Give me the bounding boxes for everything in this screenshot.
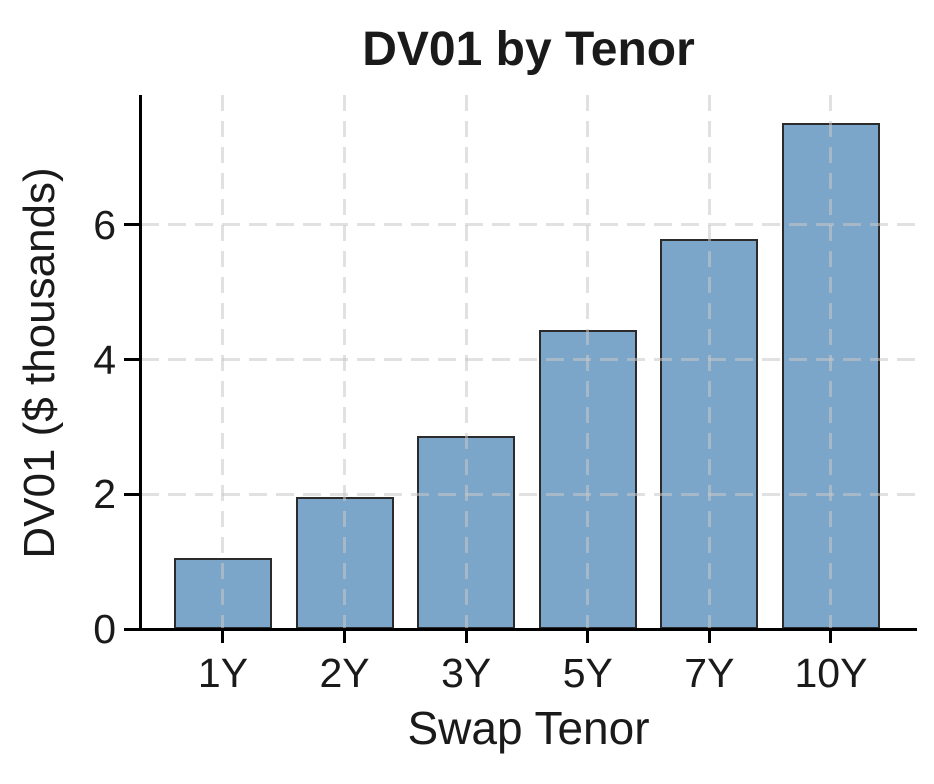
x-tick-label: 7Y <box>684 650 735 696</box>
vertical-gridline <box>707 95 711 629</box>
y-tick-label: 0 <box>93 606 116 652</box>
vertical-gridline <box>586 95 590 629</box>
y-tick-mark <box>124 223 141 227</box>
vertical-gridline <box>221 95 225 629</box>
x-tick-label: 2Y <box>319 650 370 696</box>
x-tick-mark <box>707 629 711 643</box>
x-tick-mark <box>343 629 347 643</box>
y-tick-mark <box>124 358 141 362</box>
plot-area <box>139 95 917 631</box>
x-axis-label: Swap Tenor <box>407 702 650 754</box>
x-tick-mark <box>464 629 468 643</box>
y-tick-mark <box>124 492 141 496</box>
y-tick-label: 6 <box>93 201 116 248</box>
vertical-gridline <box>829 95 833 629</box>
x-tick-label: 3Y <box>441 650 492 696</box>
x-tick-mark <box>586 629 590 643</box>
x-tick-mark <box>221 629 225 643</box>
x-tick-label: 10Y <box>794 650 868 696</box>
y-axis-spine <box>139 95 142 631</box>
x-tick-label: 5Y <box>562 650 613 696</box>
horizontal-gridline <box>141 358 916 362</box>
vertical-gridline <box>343 95 347 629</box>
y-tick-label: 2 <box>93 471 116 518</box>
horizontal-gridline <box>141 223 916 227</box>
vertical-gridline <box>464 95 468 629</box>
y-tick-label: 4 <box>93 336 116 383</box>
horizontal-gridline <box>141 492 916 496</box>
chart-title: DV01 by Tenor <box>362 23 695 76</box>
y-tick-mark <box>124 627 141 631</box>
x-tick-mark <box>829 629 833 643</box>
x-tick-label: 1Y <box>197 650 249 696</box>
x-axis-spine <box>139 627 917 631</box>
